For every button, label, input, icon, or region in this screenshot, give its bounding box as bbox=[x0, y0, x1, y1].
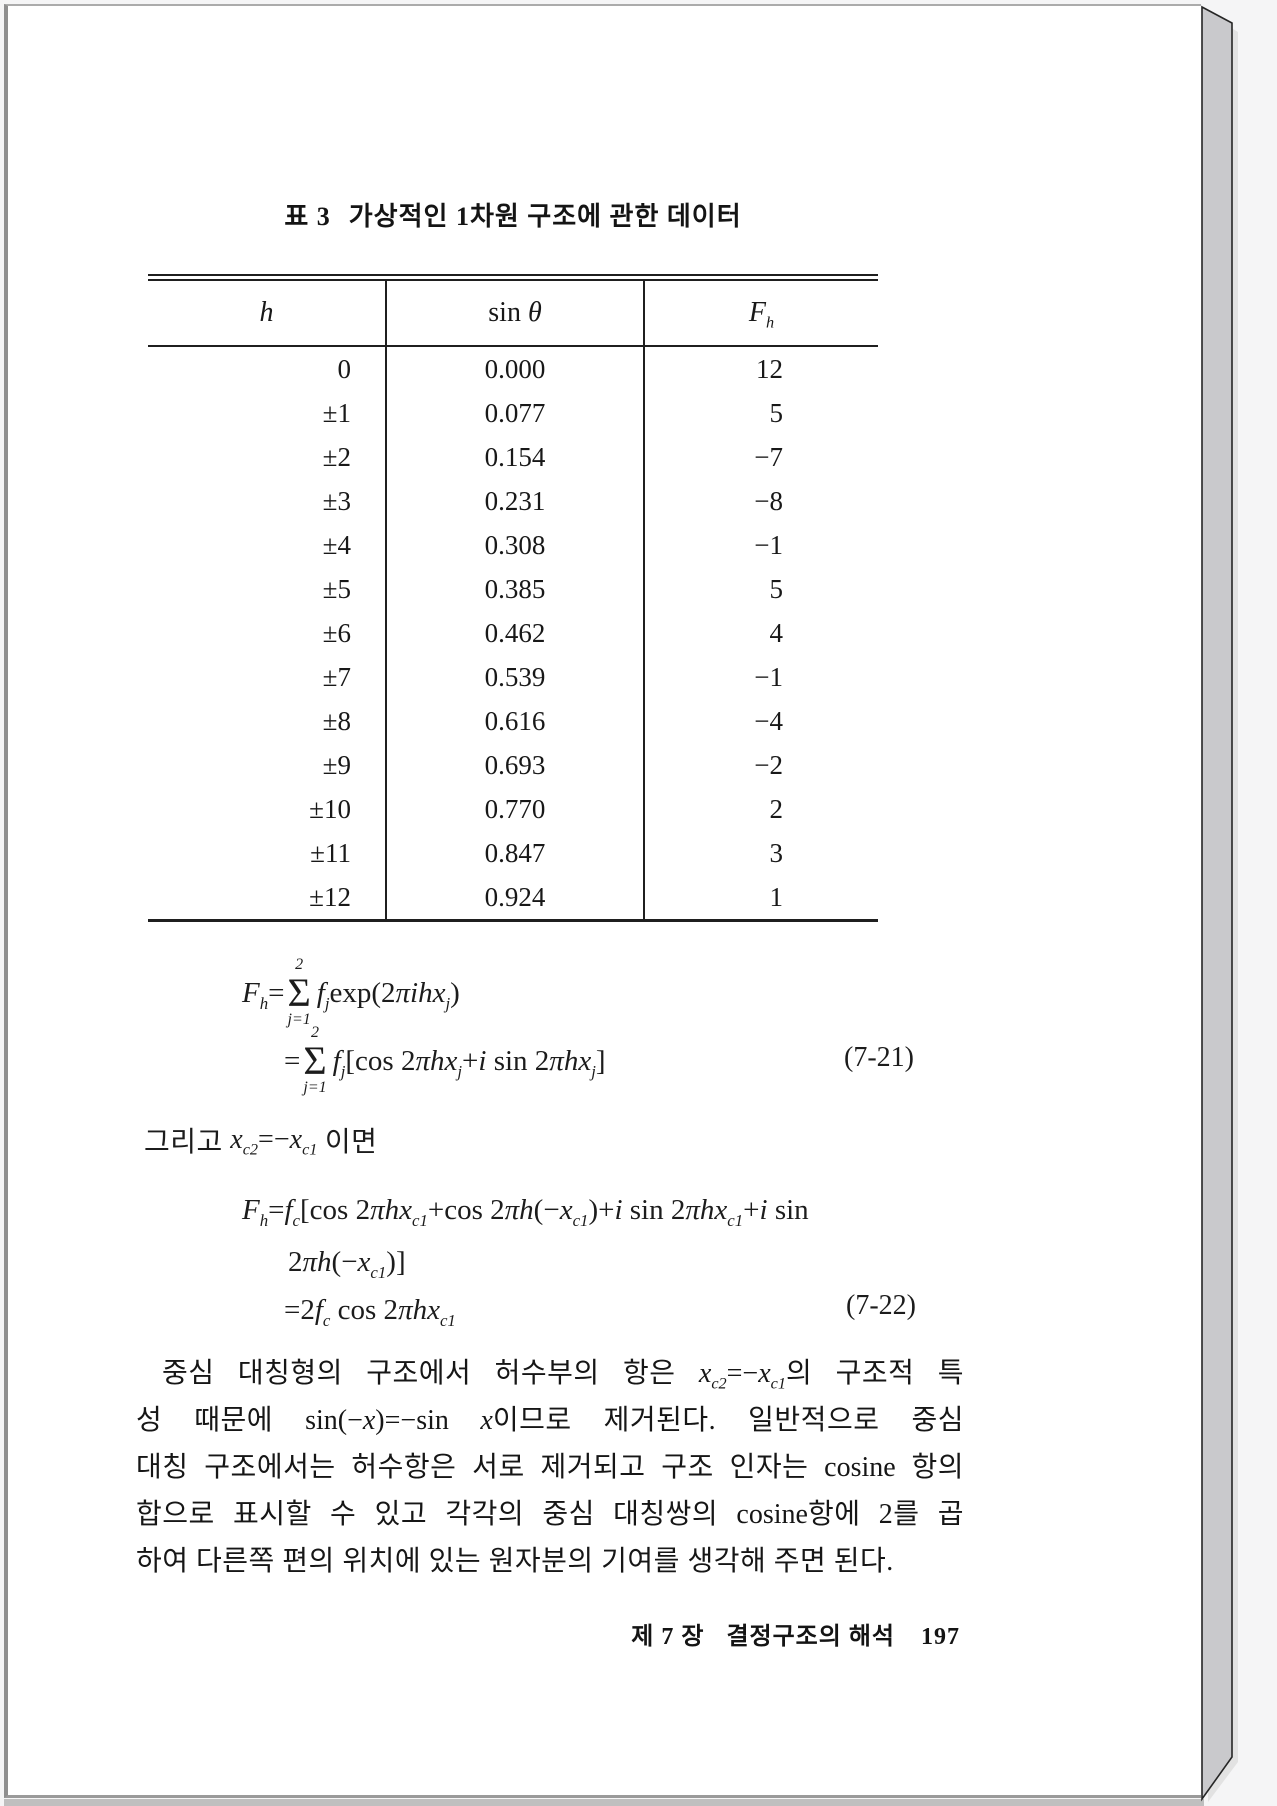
table-cell: ±3 bbox=[322, 485, 351, 516]
table-cell: ±10 bbox=[309, 793, 351, 824]
table-cell: 0.616 bbox=[385, 699, 644, 743]
table-cell: 0.000 bbox=[385, 346, 644, 391]
book-edge-surface bbox=[1201, 5, 1233, 1802]
paragraph-line: 성 때문에 sin(−x)=−sin x이므로 제거된다. 일반적으로 중심 bbox=[136, 1405, 964, 1436]
paragraph-line: 합으로 표시할 수 있고 각각의 중심 대칭쌍의 cosine항에 2를 곱 bbox=[136, 1499, 964, 1530]
table-row: 0 0.000 12 bbox=[148, 346, 878, 391]
table-row: ±8 0.616 −4 bbox=[148, 699, 878, 743]
table-header: h sin θ Fh bbox=[148, 277, 878, 347]
table-cell: 0.077 bbox=[385, 391, 644, 435]
col-header-fh: Fh bbox=[643, 277, 878, 347]
table-cell: 0.693 bbox=[385, 743, 644, 787]
table-caption-text: 가상적인 1차원 구조에 관한 데이터 bbox=[348, 202, 742, 231]
table-row: ±10 0.770 2 bbox=[148, 787, 878, 831]
table-row: ±6 0.462 4 bbox=[148, 611, 878, 655]
table-cell: 0.385 bbox=[385, 567, 644, 611]
table-cell: ±12 bbox=[309, 881, 351, 912]
table-row: ±12 0.924 1 bbox=[148, 875, 878, 921]
paragraph-line: 하여 다른쪽 편의 위치에 있는 원자분의 기여를 생각해 주면 된다. bbox=[136, 1546, 894, 1577]
table-cell: −4 bbox=[643, 699, 878, 743]
table-cell: 3 bbox=[643, 831, 878, 875]
table-row: ±7 0.539 −1 bbox=[148, 655, 878, 699]
table-header-row: h sin θ Fh bbox=[148, 277, 878, 347]
table-cell: 0.847 bbox=[385, 831, 644, 875]
table-cell: ±2 bbox=[322, 441, 351, 472]
book-edge bbox=[1201, 5, 1238, 1802]
table-cell: −1 bbox=[643, 523, 878, 567]
table-cell: 1 bbox=[643, 875, 878, 921]
table-row: ±3 0.231 −8 bbox=[148, 479, 878, 523]
table-cell: ±6 bbox=[322, 617, 351, 648]
data-table: h sin θ Fh 0 0.000 12 ±1 0.077 5 ±2 0.154 −7 ±3 0.… bbox=[148, 274, 878, 922]
table-cell: ±7 bbox=[322, 661, 351, 692]
table-cell: ±11 bbox=[310, 837, 351, 868]
page-bottom-edge bbox=[4, 1799, 1204, 1806]
page-footer: 제 7 장 결정구조의 해석 197 bbox=[500, 1616, 960, 1651]
table-cell: 4 bbox=[643, 611, 878, 655]
table-cell: ±1 bbox=[322, 397, 351, 428]
table-caption: 표 3 가상적인 1차원 구조에 관한 데이터 bbox=[148, 196, 878, 233]
table-cell: ±5 bbox=[322, 573, 351, 604]
col-header-sin-theta: sin θ bbox=[385, 277, 644, 347]
footer-page-number: 197 bbox=[921, 1624, 960, 1650]
table-caption-number: 표 3 bbox=[284, 202, 331, 231]
table-cell: 0 bbox=[337, 353, 352, 384]
equation-7-22-line-2: 2 πh (− xc1)] bbox=[288, 1245, 406, 1282]
table-cell: −2 bbox=[643, 743, 878, 787]
table-cell: 12 bbox=[643, 346, 878, 391]
table-cell: 0.924 bbox=[385, 875, 644, 921]
table-cell: 0.231 bbox=[385, 479, 644, 523]
paragraph-line: 대칭 구조에서는 허수항은 서로 제거되고 구조 인자는 cosine 항의 bbox=[136, 1452, 964, 1483]
footer-section: 결정구조의 해석 bbox=[726, 1624, 895, 1650]
table-cell: −1 bbox=[643, 655, 878, 699]
table-row: ±2 0.154 −7 bbox=[148, 435, 878, 479]
connector-text: 그리고 xc2 =− xc1 이면 bbox=[144, 1124, 378, 1159]
table-cell: 0.154 bbox=[385, 435, 644, 479]
table-row: ±5 0.385 5 bbox=[148, 567, 878, 611]
data-table-body: 0 0.000 12 ±1 0.077 5 ±2 0.154 −7 ±3 0.231 −8 ±4 0.30… bbox=[148, 346, 878, 921]
table-cell: ±4 bbox=[322, 529, 351, 560]
table-cell: 0.539 bbox=[385, 655, 644, 699]
table-cell: 2 bbox=[643, 787, 878, 831]
footer-chapter: 제 7 장 bbox=[631, 1624, 705, 1650]
col-header-h: h bbox=[148, 277, 386, 347]
equation-label-7-22: (7-22) bbox=[846, 1290, 916, 1321]
table-cell: 5 bbox=[643, 567, 878, 611]
body-paragraph: 중심 대칭형의 구조에서 허수부의 항은 xc2=−xc1의 구조적 특 성 때… bbox=[136, 1350, 964, 1585]
table-row: ±11 0.847 3 bbox=[148, 831, 878, 875]
table-cell: 0.770 bbox=[385, 787, 644, 831]
paragraph-line: 중심 대칭형의 구조에서 허수부의 항은 xc2=−xc1의 구조적 특 bbox=[162, 1358, 964, 1393]
table-cell: 0.462 bbox=[385, 611, 644, 655]
equation-7-22-line-1: Fh = fc [cos 2 πhxc1 +cos 2 πh (− xc1)+ i sin 2 πh… bbox=[242, 1193, 809, 1230]
table-cell: ±9 bbox=[322, 749, 351, 780]
table-cell: 0.308 bbox=[385, 523, 644, 567]
table-row: ±1 0.077 5 bbox=[148, 391, 878, 435]
table-cell: ±8 bbox=[322, 705, 351, 736]
table-row: ±9 0.693 −2 bbox=[148, 743, 878, 787]
table-cell: 5 bbox=[643, 391, 878, 435]
equation-7-22-line-3: =2 fc cos 2 πhxc1 bbox=[284, 1293, 456, 1330]
table-cell: −7 bbox=[643, 435, 878, 479]
table-row: ±4 0.308 −1 bbox=[148, 523, 878, 567]
table-cell: −8 bbox=[643, 479, 878, 523]
equation-label-7-21: (7-21) bbox=[844, 1042, 914, 1073]
